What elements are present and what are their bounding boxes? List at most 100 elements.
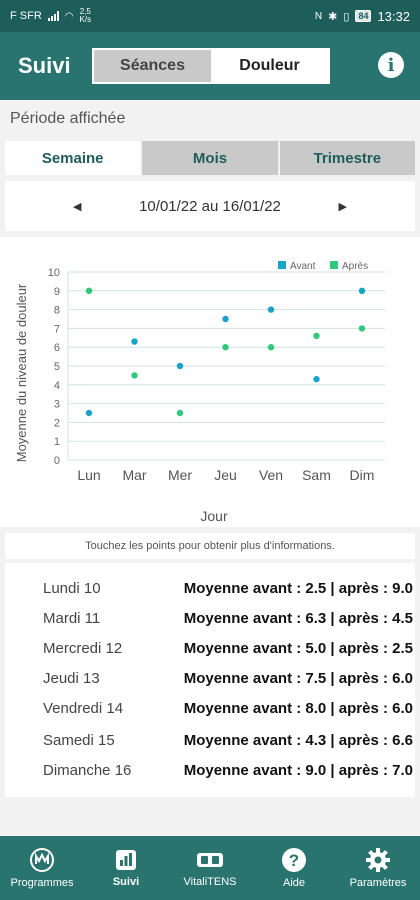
legend-label: Après <box>342 261 368 272</box>
day-summary: Moyenne avant : 5.0 | après : 2.5 <box>183 639 413 657</box>
tab-seances[interactable]: Séances <box>94 50 211 82</box>
chart-svg: 0 1 2 3 4 5 6 7 8 9 10 Lun Mar Mer Jeu Ven Sam Dim Jour Moy… <box>14 261 385 524</box>
data-point-apres[interactable] <box>222 344 229 351</box>
nav-suivi[interactable]: Suivi <box>84 836 168 900</box>
tab-douleur[interactable]: Douleur <box>211 50 328 82</box>
vibrate-icon: ▯ <box>343 10 350 23</box>
list-item[interactable]: Vendredi 14 Moyenne avant : 8.0 | après … <box>5 693 415 723</box>
day-summary: Moyenne avant : 4.3 | après : 6.6 <box>183 731 413 749</box>
y-tick-label: 9 <box>54 286 60 298</box>
nav-vitalitens[interactable]: VitaliTENS <box>168 836 252 900</box>
x-tick-label: Jeu <box>214 467 237 483</box>
page-title: Suivi <box>18 53 71 78</box>
wifi-icon: ◠ <box>64 10 74 22</box>
data-point-apres[interactable] <box>176 409 184 417</box>
date-range-label: 10/01/22 au 16/01/22 <box>139 197 281 215</box>
bluetooth-icon: ✱ <box>328 10 338 23</box>
svg-text:?: ? <box>289 851 299 870</box>
legend-swatch <box>278 261 286 269</box>
y-tick-label: 0 <box>54 455 60 467</box>
x-tick-label: Dim <box>350 467 375 483</box>
next-arrow-icon[interactable]: ▶ <box>338 200 347 213</box>
list-item[interactable]: Jeudi 13 Moyenne avant : 7.5 | après : 6… <box>5 663 415 693</box>
data-point-apres[interactable] <box>131 372 138 379</box>
help-icon: ? <box>282 848 306 872</box>
day-label: Mardi 11 <box>43 609 101 627</box>
nav-label: Aide <box>282 877 306 889</box>
day-label: Dimanche 16 <box>43 761 132 779</box>
y-tick-label: 6 <box>54 342 60 354</box>
nav-label: Programmes <box>10 877 74 889</box>
data-point-avant[interactable] <box>222 315 229 323</box>
list-item[interactable]: Mardi 11 Moyenne avant : 6.3 | après : 4… <box>5 603 415 633</box>
device-icon <box>197 853 223 867</box>
y-tick-label: 2 <box>54 417 60 429</box>
pain-chart: 0 1 2 3 4 5 6 7 8 9 10 Lun Mar Mer Jeu Ven Sam Dim Jour Moy… <box>0 237 420 527</box>
day-summary: Moyenne avant : 2.5 | après : 9.0 <box>183 579 413 597</box>
chart-icon <box>116 850 136 870</box>
x-tick-label: Mer <box>168 467 192 483</box>
data-point-avant[interactable] <box>267 306 275 313</box>
nav-label: Suivi <box>112 876 140 888</box>
y-tick-label: 10 <box>48 267 60 279</box>
y-tick-label: 1 <box>54 436 60 448</box>
nav-label: VitaliTENS <box>183 876 237 888</box>
tab-mois[interactable]: Mois <box>142 141 278 175</box>
clock: 13:32 <box>377 8 410 24</box>
battery-indicator: 84 <box>355 10 372 22</box>
tab-trimestre[interactable]: Trimestre <box>279 141 415 175</box>
mode-switch: Séances Douleur <box>92 48 330 84</box>
data-point-apres[interactable] <box>85 287 93 294</box>
data-point-apres[interactable] <box>267 344 275 351</box>
data-point-apres[interactable] <box>313 332 320 340</box>
app-bar: Suivi Séances Douleur i <box>0 32 420 100</box>
data-point-avant[interactable] <box>85 409 93 417</box>
network-speed: 2,5 K/s <box>79 7 92 24</box>
nav-label: Paramètres <box>349 877 407 889</box>
day-label: Samedi 15 <box>43 731 115 749</box>
x-tick-label: Ven <box>259 467 283 483</box>
data-point-avant[interactable] <box>131 338 138 345</box>
data-point-avant[interactable] <box>313 375 320 383</box>
nfc-icon: N <box>314 10 323 22</box>
list-item[interactable]: Samedi 15 Moyenne avant : 4.3 | après : … <box>5 725 415 755</box>
y-tick-label: 8 <box>54 305 60 317</box>
legend-label: Avant <box>290 261 316 272</box>
day-summary: Moyenne avant : 9.0 | après : 7.0 <box>183 761 413 779</box>
data-point-avant[interactable] <box>176 362 184 370</box>
x-axis-label: Jour <box>200 508 228 524</box>
nav-aide[interactable]: ? Aide <box>252 836 336 900</box>
tab-semaine[interactable]: Semaine <box>5 141 141 175</box>
period-tabs: Semaine Mois Trimestre <box>5 141 415 175</box>
x-tick-label: Lun <box>77 467 100 483</box>
x-tick-label: Mar <box>122 467 146 483</box>
details-list: Lundi 10 Moyenne avant : 2.5 | après : 9… <box>5 563 415 797</box>
previous-arrow-icon[interactable]: ◀ <box>73 200 82 213</box>
list-item[interactable]: Dimanche 16 Moyenne avant : 9.0 | après … <box>5 755 415 785</box>
gear-icon <box>366 848 390 872</box>
carrier-label: F SFR <box>10 10 42 22</box>
legend-swatch <box>330 261 338 269</box>
status-bar: F SFR ◠ 2,5 K/s N ✱ ▯ 84 13:32 <box>0 0 420 32</box>
programs-icon <box>30 848 54 872</box>
data-point-apres[interactable] <box>358 325 366 332</box>
day-label: Vendredi 14 <box>43 699 124 717</box>
list-item[interactable]: Mercredi 12 Moyenne avant : 5.0 | après … <box>5 633 415 663</box>
signal-icon <box>47 11 59 21</box>
hint-text: Touchez les points pour obtenir plus d'i… <box>5 533 415 559</box>
y-axis-label: Moyenne du niveau de douleur <box>14 283 29 462</box>
day-label: Jeudi 13 <box>43 669 100 687</box>
day-label: Mercredi 12 <box>43 639 123 657</box>
day-summary: Moyenne avant : 8.0 | après : 6.0 <box>183 699 413 717</box>
info-icon[interactable]: i <box>378 52 404 78</box>
data-point-avant[interactable] <box>358 287 366 294</box>
list-item[interactable]: Lundi 10 Moyenne avant : 2.5 | après : 9… <box>5 573 415 603</box>
y-tick-label: 7 <box>54 323 60 335</box>
y-tick-label: 4 <box>54 380 60 392</box>
nav-programmes[interactable]: Programmes <box>0 836 84 900</box>
bottom-nav: Programmes Suivi VitaliTENS ? Aide <box>0 836 420 900</box>
y-tick-label: 3 <box>54 399 60 411</box>
nav-parametres[interactable]: Paramètres <box>336 836 420 900</box>
day-summary: Moyenne avant : 7.5 | après : 6.0 <box>183 669 413 687</box>
day-summary: Moyenne avant : 6.3 | après : 4.5 <box>183 609 413 627</box>
